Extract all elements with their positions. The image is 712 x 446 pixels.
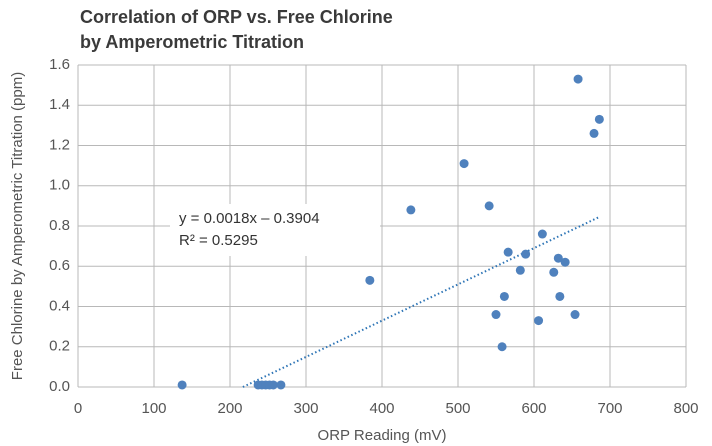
y-tick-label: 1.6 [49,56,70,73]
data-point [573,74,583,84]
x-tick-label: 600 [521,400,546,417]
data-point [594,114,604,124]
y-tick-label: 1.4 [49,96,70,113]
trendline [242,216,600,388]
data-point [549,267,559,277]
data-point [365,275,375,285]
x-tick-label: 400 [369,400,394,417]
data-point [503,247,513,257]
y-tick-label: 1.2 [49,136,70,153]
x-tick-label: 500 [445,400,470,417]
data-point [491,310,501,320]
data-point [521,249,531,259]
y-tick-label: 0.0 [49,378,70,395]
annotation-box [170,204,380,256]
data-point [268,380,278,390]
x-tick-label: 300 [293,400,318,417]
chart-title: by Amperometric Titration [80,32,304,52]
data-point [276,380,286,390]
chart-title: Correlation of ORP vs. Free Chlorine [80,7,393,27]
data-point [537,229,547,239]
data-point [406,205,416,215]
y-tick-label: 0.4 [49,297,70,314]
x-tick-label: 800 [673,400,698,417]
data-point [589,128,599,138]
y-tick-label: 0.6 [49,257,70,274]
data-point [484,201,494,211]
trendline-equation: R² = 0.5295 [179,232,258,249]
data-point [177,380,187,390]
data-point [515,265,525,275]
data-point [499,291,509,301]
y-tick-label: 0.2 [49,338,70,355]
y-tick-label: 1.0 [49,177,70,194]
x-tick-label: 0 [74,400,82,417]
data-point [553,253,563,263]
y-axis-label: Free Chlorine by Amperometric Titration … [9,72,26,380]
x-tick-label: 200 [217,400,242,417]
y-tick-label: 0.8 [49,217,70,234]
trendline-equation: y = 0.0018x – 0.3904 [179,210,320,227]
data-point [560,257,570,267]
data-point [570,310,580,320]
x-axis-label: ORP Reading (mV) [318,427,447,444]
data-point [534,316,544,326]
x-tick-label: 100 [141,400,166,417]
x-tick-label: 700 [597,400,622,417]
data-point [555,291,565,301]
data-point [459,159,469,169]
data-point [497,342,507,352]
